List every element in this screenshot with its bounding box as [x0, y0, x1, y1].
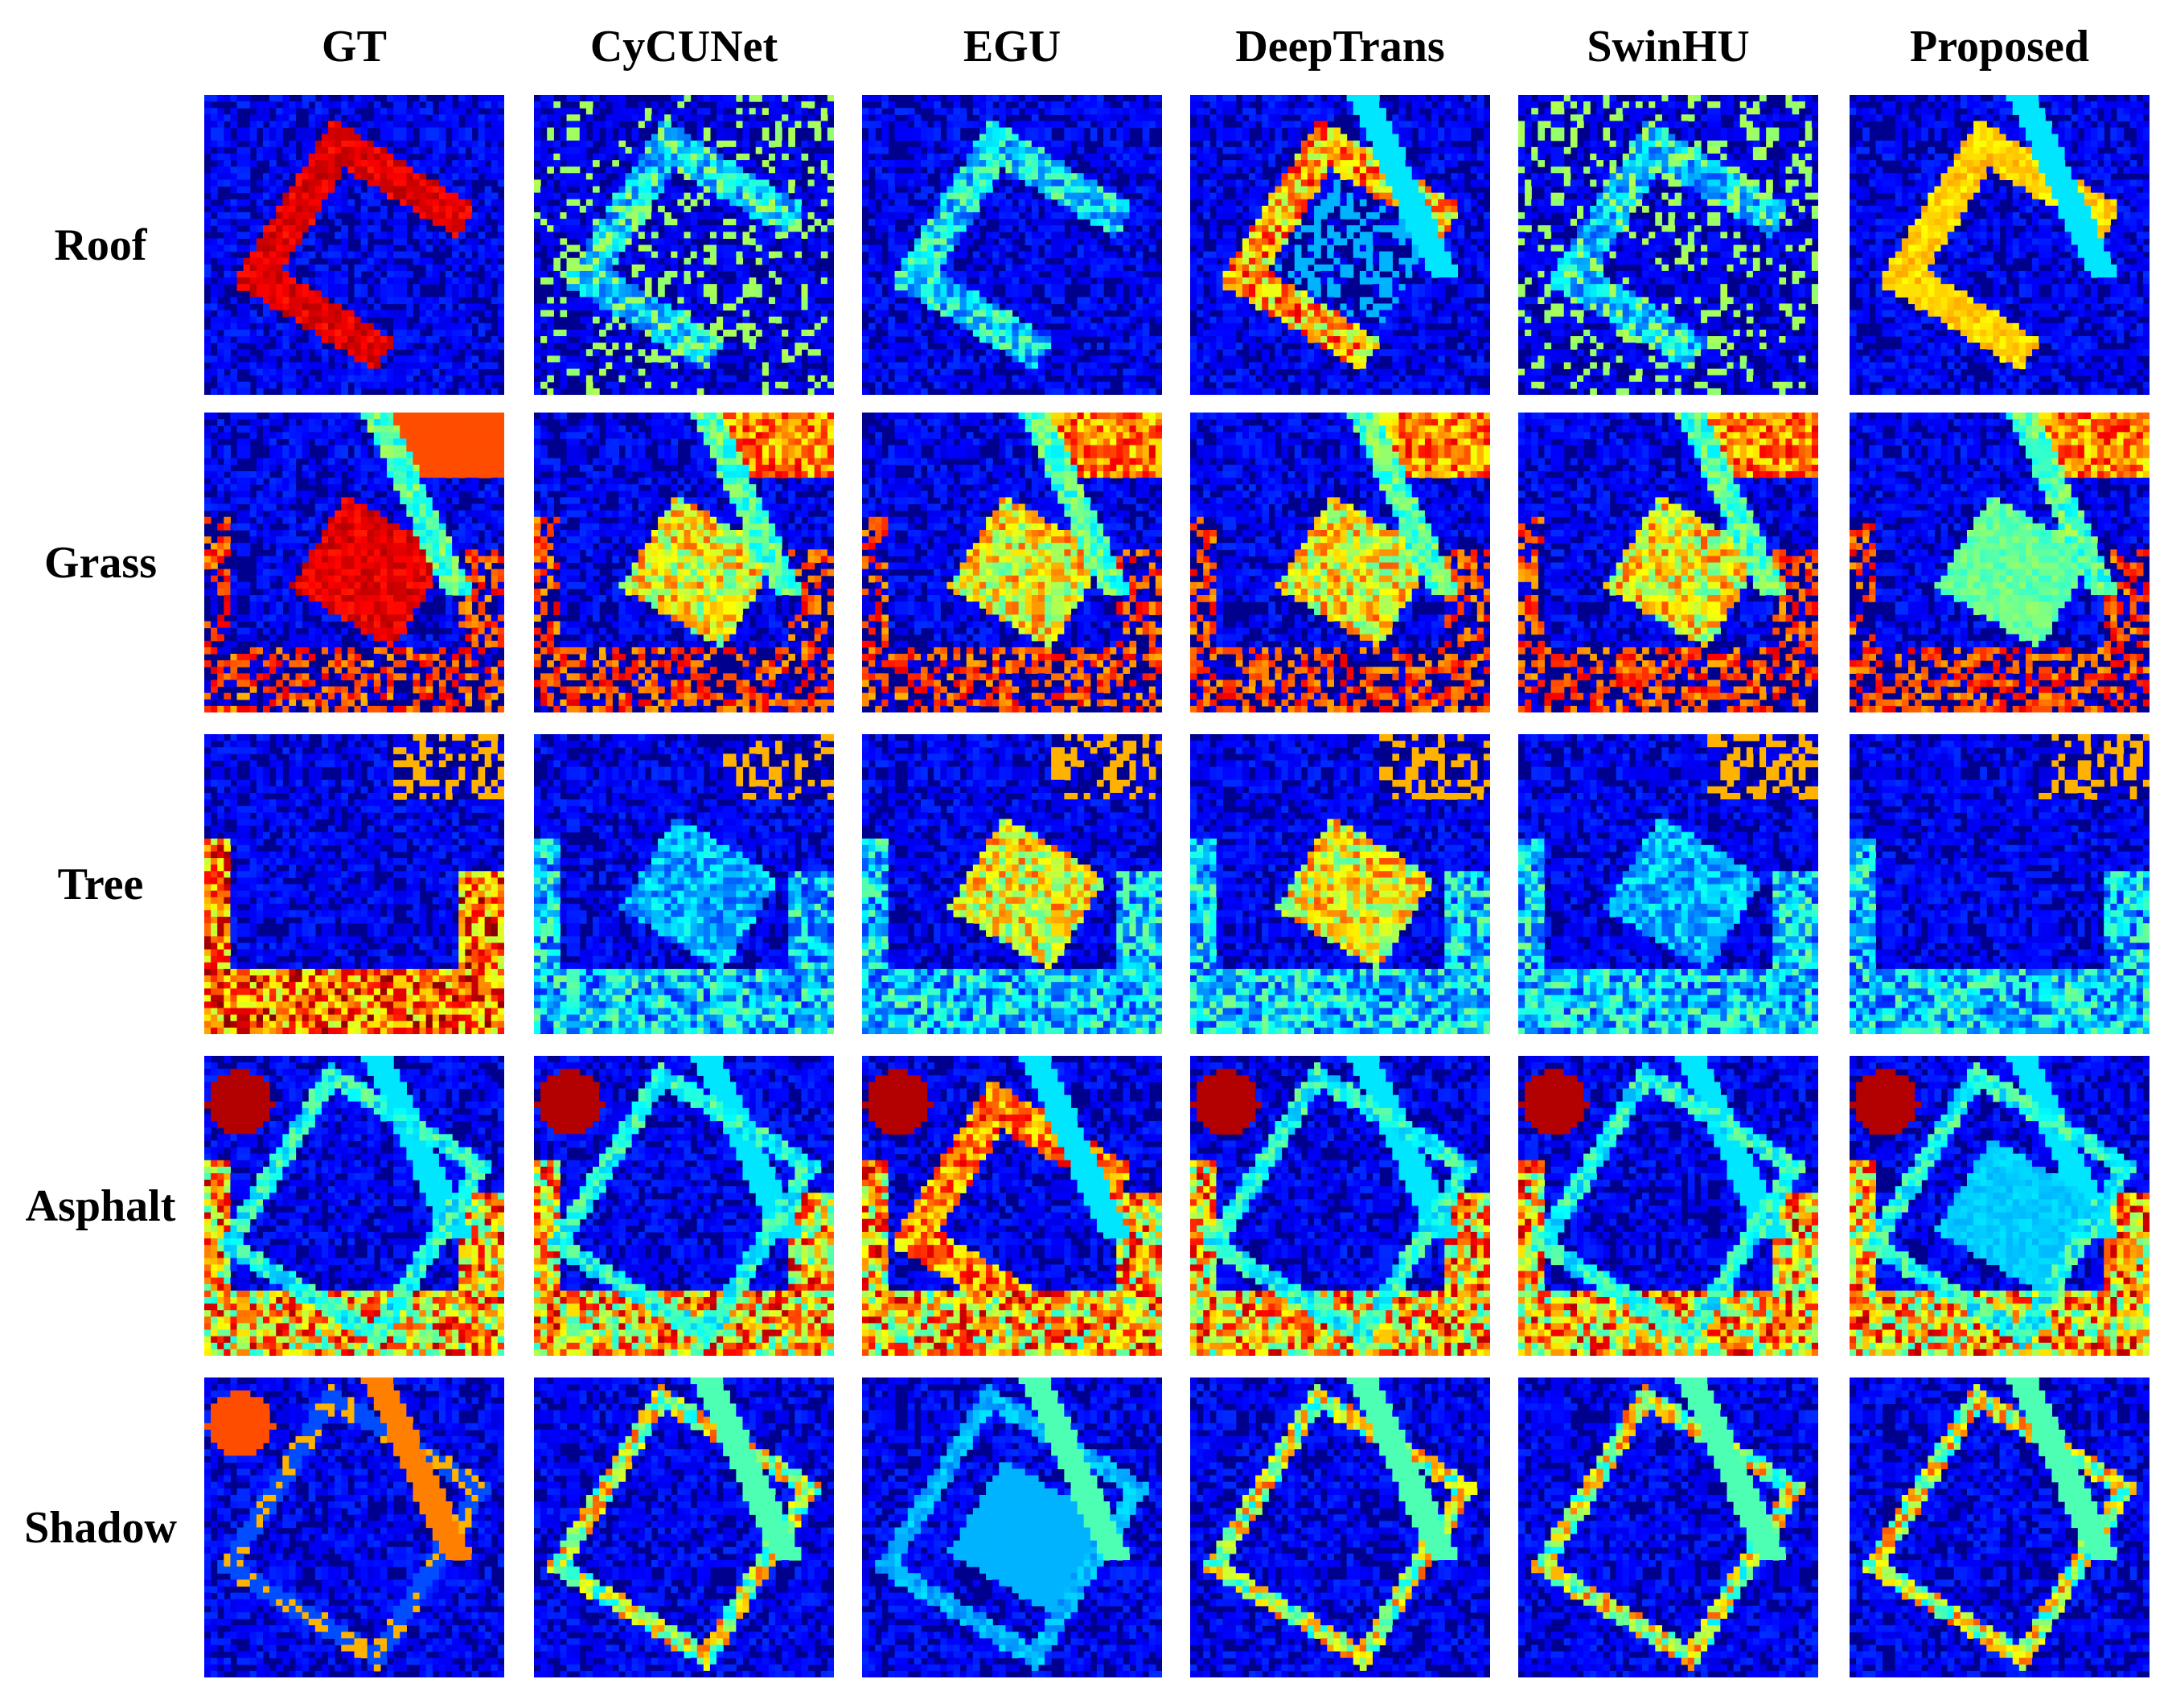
abundance-map-tree-proposed [1850, 734, 2150, 1034]
abundance-map-grass-gt [204, 413, 504, 712]
abundance-raster [1518, 734, 1818, 1034]
abundance-raster [1190, 95, 1490, 395]
abundance-map-tree-egu [862, 734, 1162, 1034]
abundance-raster [204, 413, 504, 712]
row-label-grass: Grass [0, 534, 201, 592]
column-header-deeptrans: DeepTrans [1188, 18, 1493, 76]
abundance-raster [204, 1056, 504, 1356]
abundance-raster [1850, 734, 2150, 1034]
abundance-raster [204, 95, 504, 395]
abundance-raster [1190, 1377, 1490, 1677]
abundance-raster [534, 1056, 834, 1356]
abundance-map-roof-swinhu [1518, 95, 1818, 395]
abundance-map-roof-gt [204, 95, 504, 395]
abundance-map-shadow-swinhu [1518, 1377, 1818, 1677]
row-label-roof: Roof [0, 216, 201, 274]
abundance-raster [1850, 413, 2150, 712]
abundance-raster [1518, 1377, 1818, 1677]
column-header-cycunet: CyCUNet [532, 18, 837, 76]
abundance-map-grass-egu [862, 413, 1162, 712]
abundance-raster [204, 1377, 504, 1677]
abundance-raster [862, 413, 1162, 712]
abundance-map-tree-gt [204, 734, 504, 1034]
abundance-raster [1518, 1056, 1818, 1356]
abundance-raster [1850, 95, 2150, 395]
row-label-tree: Tree [0, 856, 201, 914]
abundance-map-shadow-cycunet [534, 1377, 834, 1677]
abundance-map-tree-deeptrans [1190, 734, 1490, 1034]
abundance-raster [1190, 413, 1490, 712]
abundance-raster [534, 1377, 834, 1677]
row-label-asphalt: Asphalt [0, 1177, 201, 1235]
column-header-gt: GT [202, 18, 507, 76]
abundance-map-asphalt-swinhu [1518, 1056, 1818, 1356]
abundance-raster [1518, 95, 1818, 395]
abundance-map-grass-swinhu [1518, 413, 1818, 712]
abundance-map-roof-proposed [1850, 95, 2150, 395]
abundance-map-roof-cycunet [534, 95, 834, 395]
abundance-map-tree-swinhu [1518, 734, 1818, 1034]
abundance-raster [862, 95, 1162, 395]
abundance-map-tree-cycunet [534, 734, 834, 1034]
abundance-raster [1190, 1056, 1490, 1356]
abundance-raster [862, 1377, 1162, 1677]
abundance-raster [534, 734, 834, 1034]
abundance-raster [862, 734, 1162, 1034]
abundance-raster [204, 734, 504, 1034]
abundance-map-asphalt-proposed [1850, 1056, 2150, 1356]
abundance-map-grass-proposed [1850, 413, 2150, 712]
abundance-raster [1518, 413, 1818, 712]
row-label-shadow: Shadow [0, 1499, 201, 1557]
abundance-raster [862, 1056, 1162, 1356]
abundance-raster [534, 413, 834, 712]
abundance-raster [1850, 1377, 2150, 1677]
abundance-raster [1850, 1056, 2150, 1356]
abundance-map-shadow-gt [204, 1377, 504, 1677]
abundance-map-asphalt-egu [862, 1056, 1162, 1356]
abundance-raster [1190, 734, 1490, 1034]
abundance-map-asphalt-deeptrans [1190, 1056, 1490, 1356]
abundance-map-roof-deeptrans [1190, 95, 1490, 395]
abundance-map-shadow-egu [862, 1377, 1162, 1677]
abundance-map-shadow-deeptrans [1190, 1377, 1490, 1677]
abundance-map-grass-cycunet [534, 413, 834, 712]
abundance-map-roof-egu [862, 95, 1162, 395]
column-header-swinhu: SwinHU [1516, 18, 1821, 76]
abundance-map-asphalt-gt [204, 1056, 504, 1356]
abundance-map-asphalt-cycunet [534, 1056, 834, 1356]
abundance-map-grass-deeptrans [1190, 413, 1490, 712]
abundance-map-shadow-proposed [1850, 1377, 2150, 1677]
abundance-raster [534, 95, 834, 395]
column-header-egu: EGU [860, 18, 1165, 76]
column-header-proposed: Proposed [1847, 18, 2153, 76]
